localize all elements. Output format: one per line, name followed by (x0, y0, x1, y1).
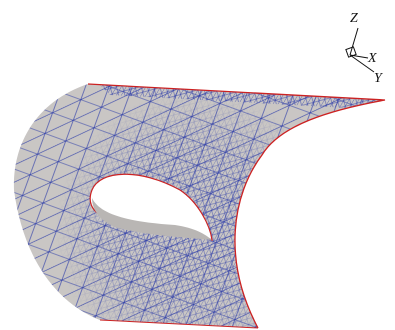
mesh-view: Z X Y (0, 0, 395, 330)
surface (0, 0, 395, 330)
axis-label: X (367, 51, 377, 66)
axis-label: Z (350, 11, 358, 26)
axis-label: Y (374, 71, 384, 86)
